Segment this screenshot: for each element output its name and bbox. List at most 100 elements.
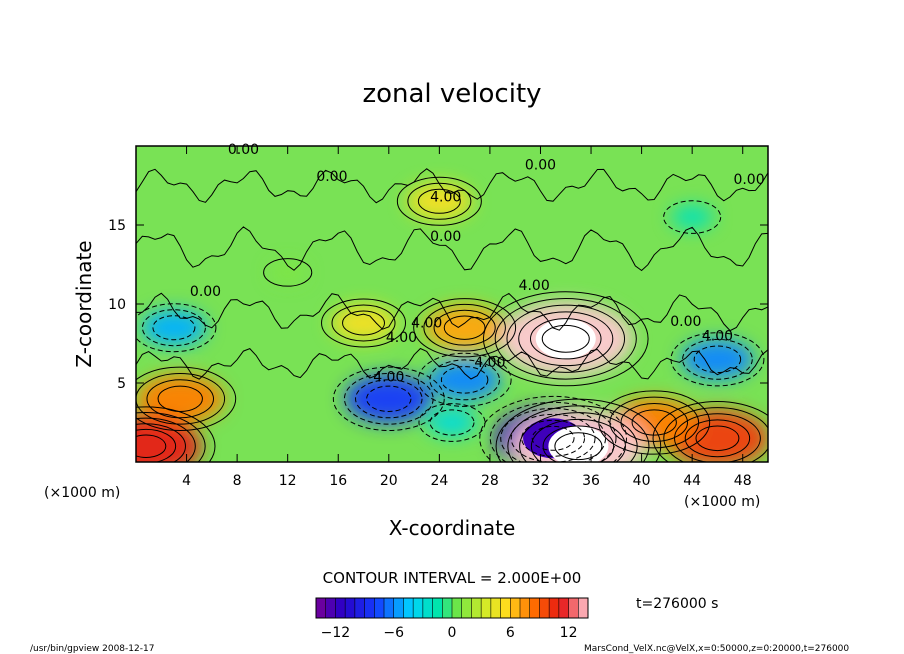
contour-line [429,409,475,436]
contour-label: 4.00 [474,355,505,371]
contour-line [554,432,603,461]
colorbar-segment [539,598,550,618]
contour-line [418,403,486,442]
y-axis-title: Z-coordinate [72,240,96,367]
contour-line [355,379,423,419]
contour-label: 0.00 [316,169,347,185]
colorbar-tick-label: 12 [560,625,578,641]
colorbar-segment [452,598,463,618]
colorbar-segment [549,598,560,618]
x-tick-label: 44 [683,473,701,489]
contour-label: 4.00 [702,328,733,344]
colorbar-segment [578,598,589,618]
contour-label: 4.00 [411,316,442,332]
contour-lines [136,168,768,462]
colorbar-tick-label: 6 [506,625,515,641]
contour-line [684,419,751,458]
field-feature [671,205,714,229]
zero-contour [136,168,768,204]
colorbar-segment [520,598,531,618]
colorbar-ticks: −12 −6 0 6 12 [321,625,578,641]
contour-line [429,359,501,401]
contour-label: 0.00 [525,158,556,174]
zero-contour [136,292,768,332]
contour-label: 0.00 [228,142,259,158]
field-feature [331,304,396,341]
x-tick-label: 28 [481,473,499,489]
contour-line [674,413,761,462]
contour-line [530,418,626,462]
field-feature [428,359,501,400]
plot-area: 0.000.000.000.000.000.000.004.004.004.00… [135,142,769,463]
y-tick-label: 5 [117,376,126,392]
colorbar-segment [364,598,375,618]
colorbar-segment [481,598,492,618]
time-label: t=276000 s [636,596,718,612]
contour-line [663,407,768,462]
contour-label: 4.00 [519,278,550,294]
colorbar-segment [442,598,453,618]
contour-line [510,413,596,462]
contour-line [494,297,637,380]
contour-interval-text: CONTOUR INTERVAL = 2.000E+00 [323,569,582,587]
contour-line [136,366,237,431]
x-tick-label: 20 [380,473,398,489]
x-tick-label: 24 [430,473,448,489]
colorbar [315,597,589,619]
contour-line [417,352,512,407]
x-axis: 4 8 12 16 20 24 28 32 36 40 44 48 [182,146,752,489]
contour-line [342,310,386,336]
colorbar-segment [558,598,570,618]
contour-line [141,309,206,347]
colorbar-segment [529,598,540,618]
contour-line [506,304,626,373]
colorbar-segment [325,598,336,618]
contour-label: 0.00 [733,172,764,188]
colorbar-segment [354,598,366,618]
field-feature [427,408,477,437]
contour-line [519,412,638,462]
colorbar-frame [315,597,589,619]
colorbar-segment [413,598,424,618]
x-tick-label: 48 [734,473,752,489]
contour-line [263,258,313,287]
colorbar-segment [500,598,511,618]
colorbar-tick-label: −6 [383,625,404,641]
x-tick-label: 36 [582,473,600,489]
contour-line [366,385,412,412]
contour-line [631,409,677,436]
contour-line [670,332,765,387]
y-axis: 5 10 15 [108,218,768,392]
contour-line [136,428,177,462]
colorbar-segment [403,598,414,618]
colorbar-segment [461,598,472,618]
field-extreme-core [548,426,609,462]
colorbar-segment [432,598,443,618]
field-feature [424,305,505,350]
contour-line [529,318,602,360]
field-feature [136,415,202,462]
colorbar-segment [471,598,482,618]
colorbar-segment [510,598,521,618]
contour-line [136,303,217,353]
colorbar-segment [345,598,356,618]
contour-line [417,188,461,214]
colorbar-tick-label: 0 [448,625,457,641]
x-tick-label: 32 [532,473,550,489]
contour-line [136,411,206,462]
y-tick-label: 10 [108,297,126,313]
contour-line [531,425,575,451]
contour-line [331,304,396,342]
contour-line [695,425,740,452]
contour-line [136,434,167,458]
y-unit-label: (×1000 m) [44,485,120,501]
contour-label: 0.00 [430,229,461,245]
x-unit-label: (×1000 m) [684,494,760,510]
footer-program: /usr/bin/gpview 2008-12-17 [30,644,154,654]
field-extreme-core [535,318,596,359]
contour-line [146,379,215,419]
contour-label: 4.00 [430,189,461,205]
field-feature [406,183,472,220]
chart-title: zonal velocity [362,79,541,109]
x-axis-title: X-coordinate [389,516,516,540]
